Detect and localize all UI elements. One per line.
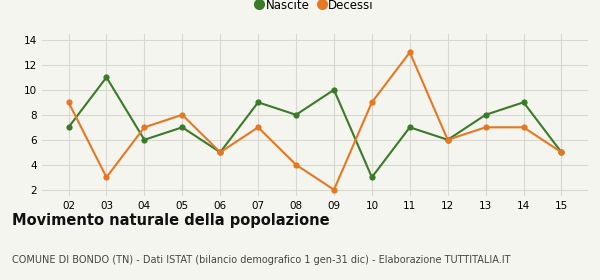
Decessi (292, 163, 299, 166)
Nascite (217, 151, 224, 154)
Nascite (179, 126, 186, 129)
Nascite (65, 126, 72, 129)
Nascite (520, 101, 527, 104)
Decessi (368, 101, 376, 104)
Nascite (141, 138, 148, 141)
Decessi (254, 126, 262, 129)
Decessi (103, 176, 110, 179)
Decessi (65, 101, 72, 104)
Nascite (368, 176, 376, 179)
Decessi (331, 188, 338, 192)
Decessi (520, 126, 527, 129)
Nascite (331, 88, 338, 92)
Nascite (482, 113, 489, 116)
Decessi (482, 126, 489, 129)
Text: COMUNE DI BONDO (TN) - Dati ISTAT (bilancio demografico 1 gen-31 dic) - Elaboraz: COMUNE DI BONDO (TN) - Dati ISTAT (bilan… (12, 255, 511, 265)
Line: Nascite: Nascite (65, 74, 565, 180)
Nascite (558, 151, 565, 154)
Decessi (406, 51, 413, 54)
Legend: Nascite, Decessi: Nascite, Decessi (251, 0, 379, 17)
Nascite (444, 138, 451, 141)
Nascite (103, 76, 110, 79)
Nascite (292, 113, 299, 116)
Decessi (558, 151, 565, 154)
Decessi (141, 126, 148, 129)
Nascite (254, 101, 262, 104)
Nascite (406, 126, 413, 129)
Decessi (444, 138, 451, 141)
Line: Decessi: Decessi (65, 49, 565, 193)
Decessi (179, 113, 186, 116)
Decessi (217, 151, 224, 154)
Text: Movimento naturale della popolazione: Movimento naturale della popolazione (12, 213, 329, 228)
